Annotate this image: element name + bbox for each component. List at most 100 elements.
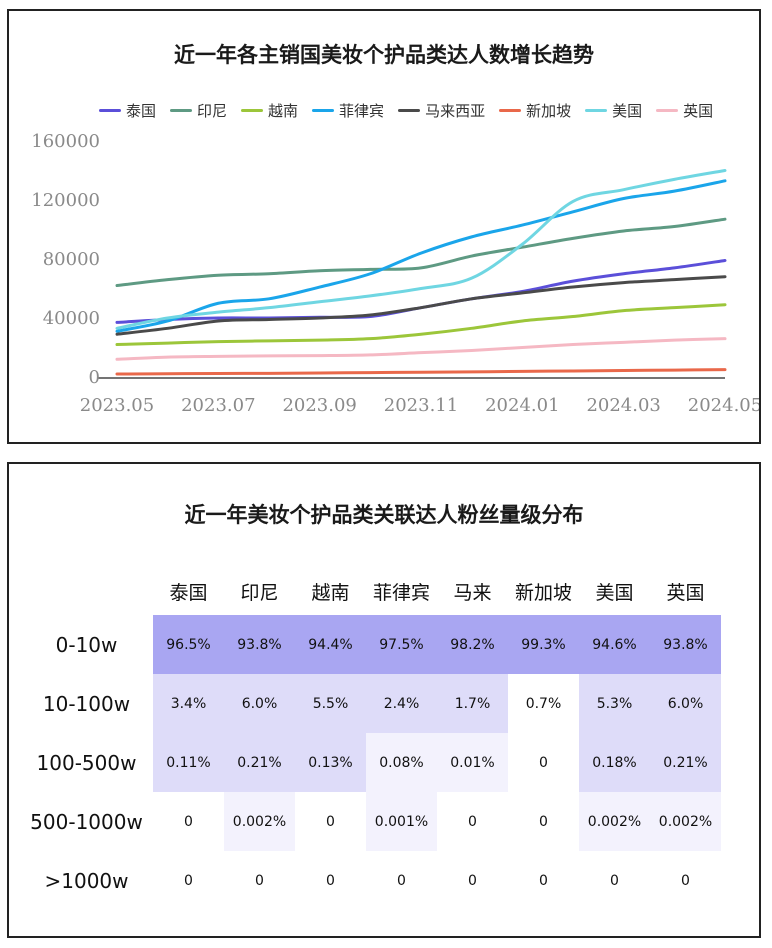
table-cell: 94.6% <box>579 615 650 674</box>
table-cell: 0 <box>579 851 650 910</box>
series-line-7 <box>115 337 727 361</box>
column-header: 印尼 <box>240 581 279 604</box>
y-tick-label: 120000 <box>31 190 100 211</box>
table-cell: 0 <box>153 851 224 910</box>
table-cell: 5.5% <box>295 674 366 733</box>
x-tick-label: 2024.01 <box>485 395 559 416</box>
legend-item-0[interactable]: 泰国 <box>99 100 156 121</box>
column-header: 新加坡 <box>514 581 572 604</box>
table-cell: 6.0% <box>650 674 721 733</box>
table-cell: 3.4% <box>153 674 224 733</box>
legend-label: 越南 <box>268 102 299 120</box>
row-header: 0-10w <box>55 632 118 657</box>
table-cell: 0 <box>437 792 508 851</box>
legend-label: 新加坡 <box>526 102 572 120</box>
table-cell: 6.0% <box>224 674 295 733</box>
table-cell: 0.01% <box>437 733 508 792</box>
table-cell: 0 <box>437 851 508 910</box>
table-row: 10-100w 3.4% 6.0% 5.5% 2.4% 1.7% 0.7% 5.3% 6.0% <box>20 674 721 733</box>
table-cell: 0 <box>508 733 579 792</box>
legend-label: 马来西亚 <box>425 102 486 120</box>
table-cell: 2.4% <box>366 674 437 733</box>
legend-label: 泰国 <box>126 102 157 120</box>
series-line-3 <box>115 179 727 333</box>
row-header: >1000w <box>44 868 129 893</box>
line-chart: 0 40000 80000 120000 160000 2023.05 2023.07 202… <box>31 131 759 416</box>
table-cell: 94.4% <box>295 615 366 674</box>
x-tick-label: 2024.05 <box>688 395 759 416</box>
series-line-5 <box>115 368 727 376</box>
table-cell: 0 <box>366 851 437 910</box>
table-cell: 0.7% <box>508 674 579 733</box>
table-cell: 0 <box>224 851 295 910</box>
follower-distribution-panel: 近一年美妆个护品类关联达人粉丝量级分布 泰国 印尼 越南 菲律宾 马来 新加坡 美国 英国 0… <box>7 462 761 938</box>
legend-swatch <box>585 109 608 112</box>
table-cell: 0.08% <box>366 733 437 792</box>
x-tick-label: 2023.09 <box>282 395 356 416</box>
table-row: 100-500w 0.11% 0.21% 0.13% 0.08% 0.01% 0 0.18% 0… <box>20 733 721 792</box>
legend-label: 英国 <box>683 102 714 120</box>
table-cell: 0.002% <box>579 792 650 851</box>
table-cell: 0.11% <box>153 733 224 792</box>
legend-item-5[interactable]: 新加坡 <box>499 100 571 121</box>
legend-swatch <box>656 109 679 112</box>
table-row: 500-1000w 0 0.002% 0 0.001% 0 0 0.002% 0.002% <box>20 792 721 851</box>
legend-item-7[interactable]: 英国 <box>656 100 713 121</box>
table-cell: 99.3% <box>508 615 579 674</box>
legend-item-3[interactable]: 菲律宾 <box>312 100 384 121</box>
table-cell: 98.2% <box>437 615 508 674</box>
table-cell: 5.3% <box>579 674 650 733</box>
x-tick-label: 2023.07 <box>181 395 255 416</box>
table-cell: 0.13% <box>295 733 366 792</box>
table-title: 近一年美妆个护品类关联达人粉丝量级分布 <box>184 503 584 527</box>
legend-label: 印尼 <box>197 102 228 120</box>
row-header: 10-100w <box>42 691 131 716</box>
row-header: 500-1000w <box>30 809 143 834</box>
chart-title: 近一年各主销国美妆个护品类达人数增长趋势 <box>174 43 594 67</box>
table-corner <box>20 567 153 615</box>
y-tick-label: 0 <box>89 367 100 388</box>
legend-swatch <box>170 109 193 112</box>
legend-item-1[interactable]: 印尼 <box>170 100 227 121</box>
row-header: 100-500w <box>36 750 137 775</box>
column-header: 美国 <box>595 581 634 604</box>
legend-label: 美国 <box>612 102 643 120</box>
table-cell: 0.21% <box>224 733 295 792</box>
legend-item-4[interactable]: 马来西亚 <box>398 100 485 121</box>
legend-swatch <box>398 109 421 112</box>
table-cell: 0.002% <box>650 792 721 851</box>
table-cell: 93.8% <box>650 615 721 674</box>
legend-swatch <box>241 109 264 112</box>
column-header: 马来 <box>453 581 492 604</box>
table-cell: 0 <box>295 851 366 910</box>
column-header: 越南 <box>311 581 350 604</box>
y-tick-label: 80000 <box>43 249 100 270</box>
column-header: 英国 <box>666 581 705 604</box>
table-cell: 0 <box>508 851 579 910</box>
table-cell: 0 <box>508 792 579 851</box>
table-cell: 97.5% <box>366 615 437 674</box>
table-row: 0-10w 96.5% 93.8% 94.4% 97.5% 98.2% 99.3% 94.6%… <box>20 615 721 674</box>
series-line-4 <box>115 275 727 336</box>
trend-chart-panel: 近一年各主销国美妆个护品类达人数增长趋势 泰国 印尼 越南 菲律宾 马来西亚 新加坡 美国 英… <box>7 9 761 444</box>
legend-swatch <box>99 109 121 112</box>
legend-swatch <box>312 109 335 112</box>
legend-item-2[interactable]: 越南 <box>241 100 298 121</box>
legend-swatch <box>499 109 522 112</box>
series-line-1 <box>115 217 727 288</box>
table-cell: 0.18% <box>579 733 650 792</box>
legend-item-6[interactable]: 美国 <box>585 100 642 121</box>
series-line-2 <box>115 303 727 347</box>
table-cell: 93.8% <box>224 615 295 674</box>
table-cell: 96.5% <box>153 615 224 674</box>
table-cell: 0 <box>295 792 366 851</box>
x-tick-label: 2024.03 <box>586 395 660 416</box>
table-cell: 0.001% <box>366 792 437 851</box>
legend-label: 菲律宾 <box>339 102 385 120</box>
table-cell: 0 <box>650 851 721 910</box>
chart-legend: 泰国 印尼 越南 菲律宾 马来西亚 新加坡 美国 英国 <box>99 100 713 121</box>
table-cell: 0.21% <box>650 733 721 792</box>
column-header: 泰国 <box>169 581 208 604</box>
column-header: 菲律宾 <box>372 581 430 604</box>
table-cell: 0.002% <box>224 792 295 851</box>
